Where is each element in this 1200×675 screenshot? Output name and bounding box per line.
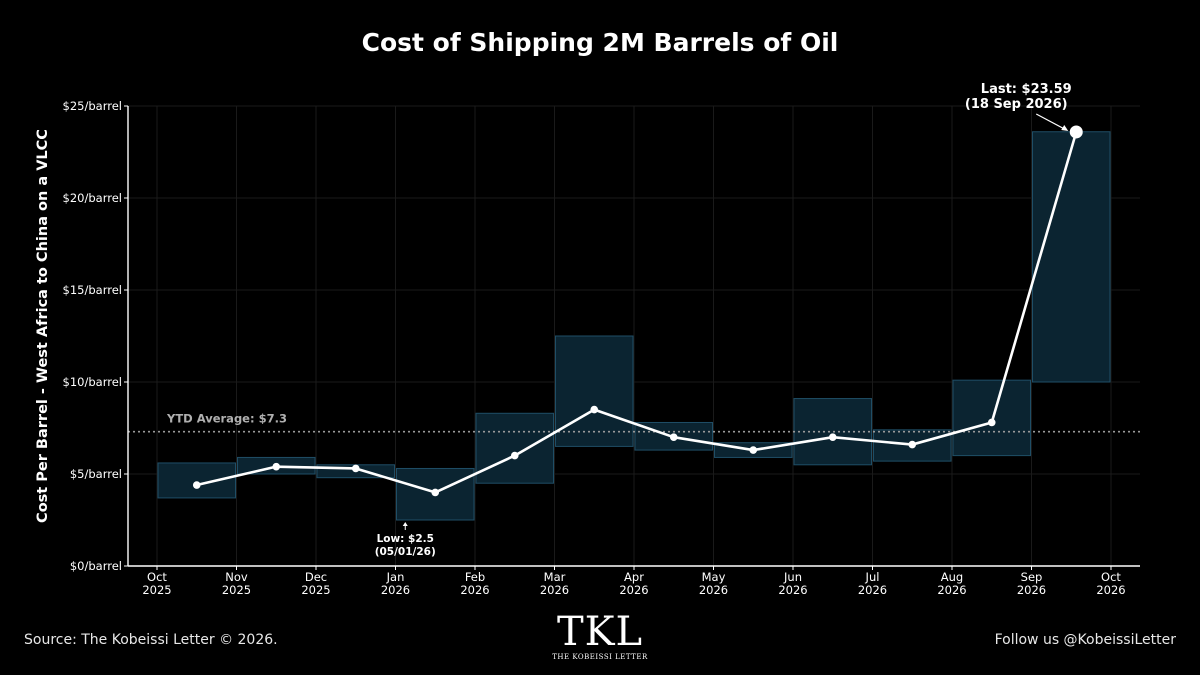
ytd-average-label: YTD Average: $7.3 bbox=[166, 412, 287, 426]
x-tick-label-month: Jan bbox=[386, 570, 405, 584]
data-point bbox=[351, 464, 360, 473]
logo-mark: TKL bbox=[556, 609, 644, 655]
y-tick-label: $5/barrel bbox=[70, 467, 122, 481]
range-box bbox=[555, 335, 634, 447]
chart-title: Cost of Shipping 2M Barrels of Oil bbox=[361, 28, 839, 57]
x-tick-label-year: 2025 bbox=[222, 583, 251, 597]
data-point bbox=[192, 481, 201, 489]
x-tick-label-year: 2026 bbox=[460, 583, 489, 597]
x-tick-label-month: Oct bbox=[147, 570, 167, 584]
x-tick-label-month: Jun bbox=[783, 570, 802, 584]
x-tick-label-year: 2026 bbox=[1017, 583, 1046, 597]
last-value-marker bbox=[1069, 125, 1083, 139]
x-tick-label-month: Apr bbox=[624, 570, 644, 584]
x-tick-label-year: 2026 bbox=[540, 583, 569, 597]
series-line bbox=[196, 131, 1078, 494]
y-tick-label: $0/barrel bbox=[70, 559, 122, 573]
y-tick-label: $25/barrel bbox=[63, 99, 122, 113]
data-point bbox=[272, 462, 281, 471]
data-point bbox=[828, 433, 837, 442]
last-date-annotation: (18 Sep 2026) bbox=[965, 97, 1068, 112]
x-tick-label-year: 2026 bbox=[381, 583, 410, 597]
x-tick-label-month: May bbox=[702, 570, 726, 584]
y-tick-label: $10/barrel bbox=[63, 375, 122, 389]
low-value-annotation: Low: $2.5 bbox=[377, 533, 434, 545]
data-point bbox=[431, 488, 440, 497]
data-point bbox=[510, 451, 519, 460]
low-arrow-head bbox=[402, 522, 408, 526]
x-tick-label-month: Jul bbox=[865, 570, 880, 584]
x-tick-label-year: 2026 bbox=[1096, 583, 1125, 597]
y-tick-label: $15/barrel bbox=[63, 283, 122, 297]
last-arrow-head bbox=[1061, 124, 1069, 131]
y-tick-label: $20/barrel bbox=[63, 191, 122, 205]
data-point bbox=[987, 418, 996, 427]
range-box bbox=[1032, 131, 1111, 383]
data-point bbox=[590, 405, 599, 414]
x-tick-label-year: 2026 bbox=[937, 583, 966, 597]
x-tick-label-year: 2025 bbox=[142, 583, 171, 597]
y-axis-title: Cost Per Barrel - West Africa to China o… bbox=[35, 129, 51, 523]
x-tick-label-month: Nov bbox=[225, 570, 248, 584]
data-point bbox=[749, 446, 758, 454]
x-tick-label-month: Feb bbox=[465, 570, 485, 584]
x-tick-label-month: Dec bbox=[305, 570, 327, 584]
range-box bbox=[157, 462, 236, 499]
x-tick-label-year: 2025 bbox=[301, 583, 330, 597]
follow-note: Follow us @KobeissiLetter bbox=[994, 632, 1176, 648]
last-value-annotation: Last: $23.59 bbox=[981, 82, 1072, 97]
x-tick-label-month: Oct bbox=[1101, 570, 1121, 584]
source-note: Source: The Kobeissi Letter © 2026. bbox=[24, 632, 278, 648]
range-box bbox=[475, 412, 554, 484]
low-date-annotation: (05/01/26) bbox=[375, 546, 436, 558]
x-tick-label-month: Mar bbox=[544, 570, 566, 584]
kobeissi-logo: TKL THE KOBEISSI LETTER bbox=[540, 612, 660, 661]
x-tick-label-month: Aug bbox=[941, 570, 963, 584]
x-tick-label-year: 2026 bbox=[619, 583, 648, 597]
x-tick-label-year: 2026 bbox=[699, 583, 728, 597]
x-tick-label-month: Sep bbox=[1021, 570, 1043, 584]
data-point bbox=[669, 433, 678, 442]
data-point bbox=[908, 440, 917, 449]
x-tick-label-year: 2026 bbox=[778, 583, 807, 597]
last-annotation-arrow bbox=[1035, 113, 1067, 131]
logo-name: THE KOBEISSI LETTER bbox=[552, 653, 648, 661]
x-tick-label-year: 2026 bbox=[858, 583, 887, 597]
